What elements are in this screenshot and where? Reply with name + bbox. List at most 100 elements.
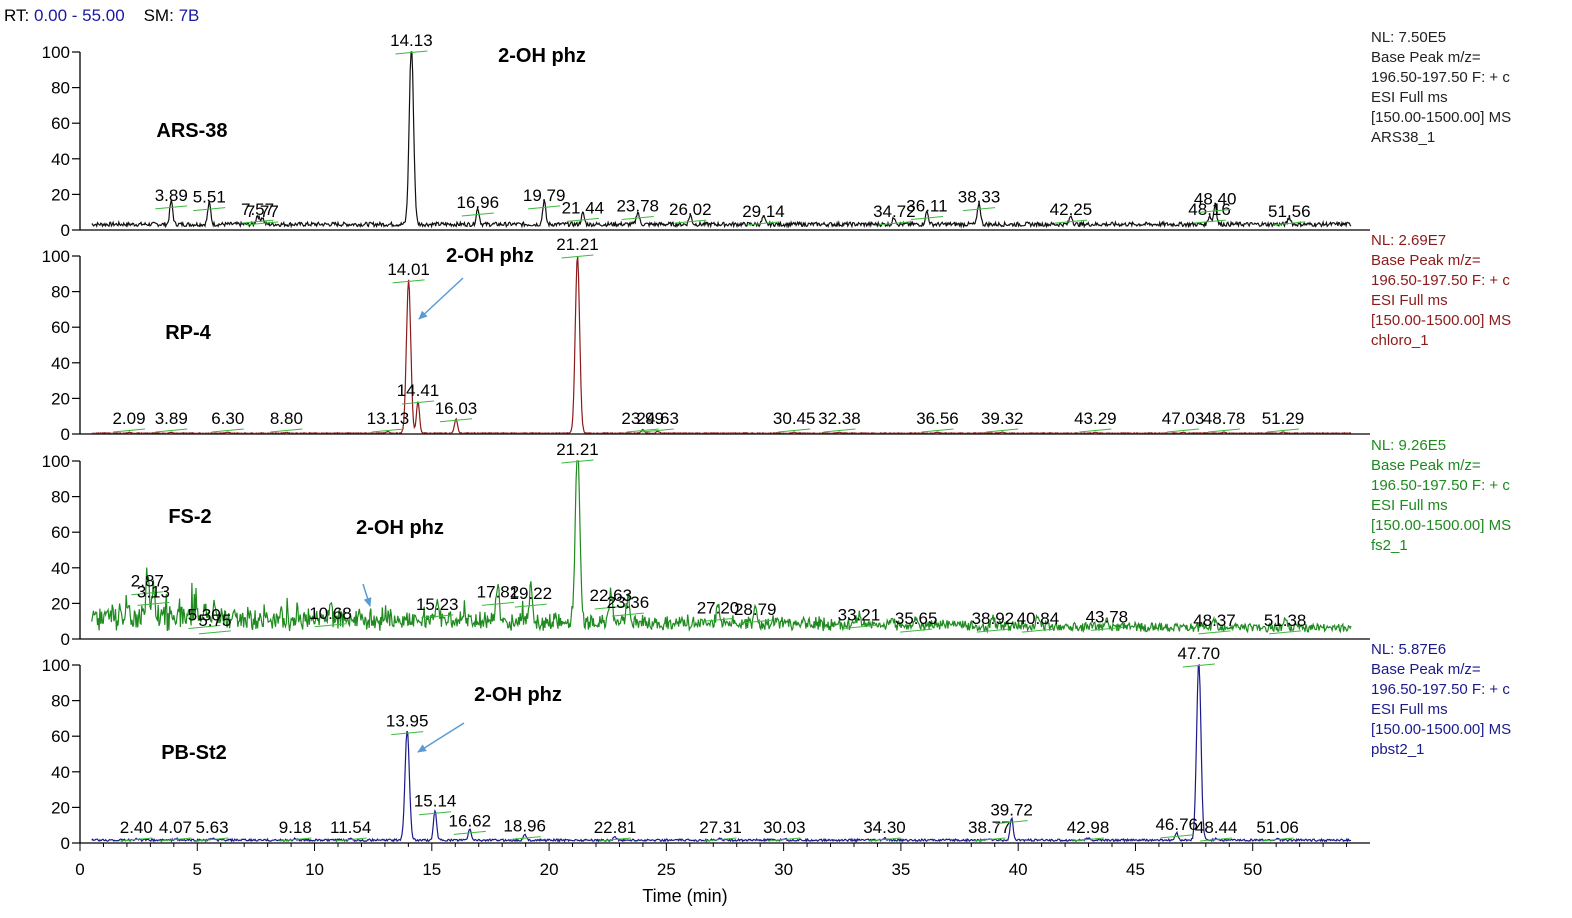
- y-tick-label: 60: [51, 318, 70, 337]
- trace-info-line: [150.00-1500.00] MS: [1371, 517, 1512, 534]
- peak-baseline-mark: [439, 418, 473, 423]
- peak-label: 33.21: [838, 606, 881, 625]
- peak-label: 51.06: [1256, 818, 1299, 837]
- peak-baseline-mark: [1269, 630, 1302, 635]
- peak-baseline-mark: [270, 428, 303, 433]
- y-tick-label: 80: [51, 692, 70, 711]
- peak-label: 51.29: [1262, 409, 1305, 428]
- trace-info-fs-2: NL: 9.26E5 Base Peak m/z= 196.50-197.50 F:…: [1371, 436, 1511, 556]
- trace-info-line: ESI Full ms: [1371, 292, 1448, 309]
- sample-label: ARS-38: [156, 120, 227, 142]
- peak-label: 16.03: [435, 399, 478, 418]
- trace-info-line: 196.50-197.50 F: + c: [1371, 69, 1510, 86]
- peak-baseline-mark: [211, 428, 244, 433]
- peak-baseline-mark: [120, 837, 153, 842]
- peak-label: 23.36: [607, 593, 650, 612]
- trace-info-rp-4: NL: 2.69E7 Base Peak m/z= 196.50-197.50 F:…: [1371, 231, 1511, 351]
- trace-info-line: [150.00-1500.00] MS: [1371, 109, 1512, 126]
- peak-label: 15.14: [414, 792, 457, 811]
- peak-baseline-mark: [674, 219, 707, 224]
- y-tick-label: 20: [51, 389, 70, 408]
- peak-label: 7.77: [246, 202, 279, 221]
- sample-label: PB-St2: [161, 742, 227, 764]
- peak-label: 36.11: [906, 197, 947, 216]
- x-tick-label: 40: [1009, 860, 1028, 879]
- run-header: RT: 0.00 - 55.00 SM: 7B: [4, 6, 199, 26]
- sample-label: RP-4: [165, 322, 211, 344]
- peak-baseline-mark: [739, 619, 772, 624]
- trace-info-line: 196.50-197.50 F: + c: [1371, 477, 1510, 494]
- peak-label: 3.89: [155, 186, 188, 205]
- peak-baseline-mark: [1199, 208, 1232, 213]
- peak-label: 16.62: [449, 811, 492, 830]
- peak-baseline-mark: [747, 221, 780, 226]
- peak-baseline-mark: [1021, 628, 1054, 633]
- y-tick-label: 20: [51, 185, 70, 204]
- y-tick-label: 100: [42, 247, 70, 266]
- peak-label: 36.56: [916, 409, 959, 428]
- peak-baseline-mark: [878, 221, 911, 226]
- trace-info-line: chloro_1: [1371, 332, 1429, 349]
- peak-label: 34.72: [873, 202, 916, 221]
- peak-label: 47.03: [1162, 409, 1205, 428]
- y-tick-label: 0: [61, 834, 70, 853]
- peak-baseline-mark: [566, 217, 599, 222]
- y-tick-label: 0: [61, 221, 70, 240]
- peak-label: 30.03: [763, 818, 806, 837]
- peak-baseline-mark: [561, 254, 594, 259]
- peak-baseline-mark: [401, 400, 435, 405]
- peak-label: 51.38: [1264, 611, 1307, 630]
- peak-baseline-mark: [1160, 834, 1193, 839]
- peak-label: 48.16: [1188, 200, 1231, 219]
- peak-label: 14.41: [397, 381, 440, 400]
- x-tick-label: 20: [540, 860, 559, 879]
- peak-label: 22.63: [590, 586, 633, 605]
- trace-info-line: NL: 5.87E6: [1371, 641, 1447, 658]
- trace-info-line: ARS38_1: [1371, 129, 1436, 146]
- peak-label: 32.38: [818, 409, 861, 428]
- peak-label: 10.68: [309, 604, 352, 623]
- trace-info-line: ESI Full ms: [1371, 497, 1448, 514]
- trace-info-line: Base Peak m/z=: [1371, 252, 1481, 269]
- peak-label: 4.07: [159, 818, 192, 837]
- x-tick-label: 50: [1243, 860, 1262, 879]
- peak-baseline-mark: [1182, 663, 1215, 668]
- peak-baseline-mark: [594, 605, 627, 610]
- trace-info-line: [150.00-1500.00] MS: [1371, 721, 1512, 738]
- rt-label: RT:: [4, 6, 30, 25]
- peak-label: 38.92: [972, 609, 1015, 628]
- peak-label: 48.78: [1203, 409, 1246, 428]
- peak-baseline-mark: [976, 628, 1009, 633]
- peak-baseline-mark: [1208, 428, 1241, 433]
- peak-baseline-mark: [1200, 837, 1233, 842]
- y-tick-label: 40: [51, 559, 70, 578]
- peak-baseline-mark: [395, 50, 428, 55]
- peak-baseline-mark: [704, 837, 737, 842]
- y-tick-label: 80: [51, 283, 70, 302]
- peak-baseline-mark: [453, 830, 486, 835]
- trace-info-line: [150.00-1500.00] MS: [1371, 312, 1512, 329]
- peak-baseline-mark: [921, 428, 954, 433]
- peak-baseline-mark: [112, 428, 146, 433]
- peak-label: 21.21: [556, 440, 599, 459]
- peak-baseline-mark: [371, 428, 405, 433]
- y-tick-label: 0: [61, 425, 70, 444]
- peak-baseline-mark: [823, 428, 856, 433]
- peak-baseline-mark: [131, 591, 164, 596]
- y-tick-label: 20: [51, 798, 70, 817]
- peak-label: 39.72: [990, 801, 1033, 820]
- peak-baseline-mark: [1273, 221, 1306, 226]
- compound-annotation: 2-OH phz: [498, 45, 586, 67]
- trace-info-line: Base Peak m/z=: [1371, 661, 1481, 678]
- peak-label: 48.44: [1195, 818, 1238, 837]
- peak-label: 11.54: [330, 818, 371, 837]
- peak-label: 19.22: [510, 584, 553, 603]
- peak-baseline-mark: [598, 837, 632, 842]
- peak-label: 48.40: [1194, 189, 1237, 208]
- peak-baseline-mark: [528, 205, 561, 210]
- y-tick-label: 100: [42, 656, 70, 675]
- peak-baseline-mark: [155, 428, 188, 433]
- y-tick-label: 40: [51, 763, 70, 782]
- trace-info-line: Base Peak m/z=: [1371, 457, 1481, 474]
- peak-label: 47.70: [1178, 644, 1221, 663]
